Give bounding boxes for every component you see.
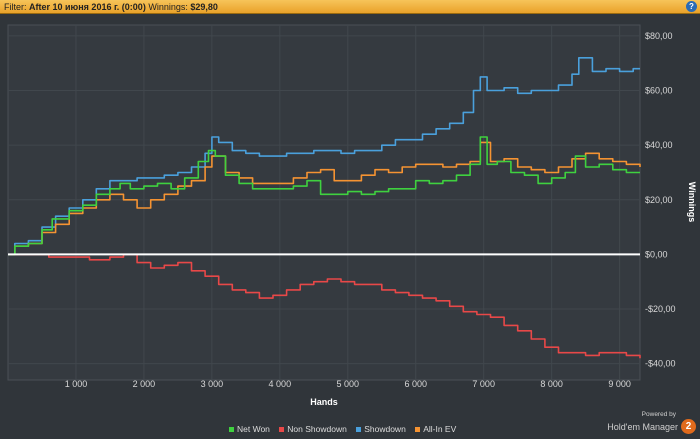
- legend-swatch-showdown: [356, 427, 362, 433]
- winnings-label: Winnings:: [148, 2, 188, 12]
- legend: Net Won Non Showdown Showdown All-In EV: [229, 424, 463, 434]
- x-tick-labels: 1 000 2 000 3 000 4 000 5 000 6 000 7 000 8 000…: [65, 379, 631, 389]
- x-gridlines: [75, 25, 621, 380]
- filter-value[interactable]: After 10 июня 2016 г. (0:00): [29, 2, 146, 12]
- y-tick-label: $60,00: [645, 86, 673, 96]
- x-tick-label: 5 000: [337, 379, 360, 389]
- x-tick-label: 9 000: [608, 379, 631, 389]
- series-line-net-won: [8, 136, 640, 256]
- x-tick-label: 8 000: [540, 379, 563, 389]
- x-tick-label: 6 000: [404, 379, 427, 389]
- series-line-all-in-ev: [8, 141, 641, 256]
- y-tick-label: $20,00: [645, 195, 673, 205]
- series-layer: [8, 57, 641, 359]
- series-line-non-showdown: [8, 253, 641, 359]
- x-tick-label: 7 000: [472, 379, 495, 389]
- legend-label-all-in-ev: All-In EV: [423, 424, 457, 434]
- y-tick-label: -$40,00: [645, 359, 676, 369]
- powered-by-text: Powered by: [641, 411, 676, 418]
- filter-bar: Filter: After 10 июня 2016 г. (0:00) Win…: [0, 0, 700, 14]
- y-tick-label: $40,00: [645, 140, 673, 150]
- legend-label-showdown: Showdown: [364, 424, 406, 434]
- winnings-value: $29,80: [190, 2, 218, 12]
- y-tick-label: $0,00: [645, 249, 668, 259]
- help-icon[interactable]: ?: [686, 1, 697, 12]
- branding: Powered by Hold'em Manager 2: [607, 411, 696, 436]
- legend-item-net-won[interactable]: Net Won: [229, 424, 270, 434]
- legend-swatch-all-in-ev: [415, 427, 421, 433]
- legend-item-non-showdown[interactable]: Non Showdown: [279, 424, 347, 434]
- x-tick-label: 2 000: [133, 379, 156, 389]
- y-tick-label: $80,00: [645, 31, 673, 41]
- y-tick-label: -$20,00: [645, 304, 676, 314]
- legend-swatch-net-won: [229, 427, 234, 433]
- legend-item-showdown[interactable]: Showdown: [356, 424, 406, 434]
- y-tick-labels: -$40,00 -$20,00 $0,00 $20,00 $40,00 $60,00 $80…: [645, 31, 676, 369]
- brand-name: Hold'em Manager: [607, 421, 678, 432]
- series-line-showdown: [8, 57, 640, 256]
- x-tick-label: 4 000: [269, 379, 292, 389]
- x-axis-label: Hands: [310, 397, 338, 407]
- x-tick-label: 3 000: [201, 379, 224, 389]
- filter-prefix: Filter:: [4, 2, 27, 12]
- plot-area: [7, 24, 641, 381]
- hm2-logo-icon: 2: [681, 419, 696, 435]
- x-tick-label: 1 000: [65, 379, 88, 389]
- legend-item-all-in-ev[interactable]: All-In EV: [415, 424, 456, 434]
- y-axis-label: Winnings: [687, 182, 697, 222]
- legend-label-non-showdown: Non Showdown: [287, 424, 347, 434]
- legend-swatch-non-showdown: [279, 427, 285, 433]
- legend-label-net-won: Net Won: [237, 424, 270, 434]
